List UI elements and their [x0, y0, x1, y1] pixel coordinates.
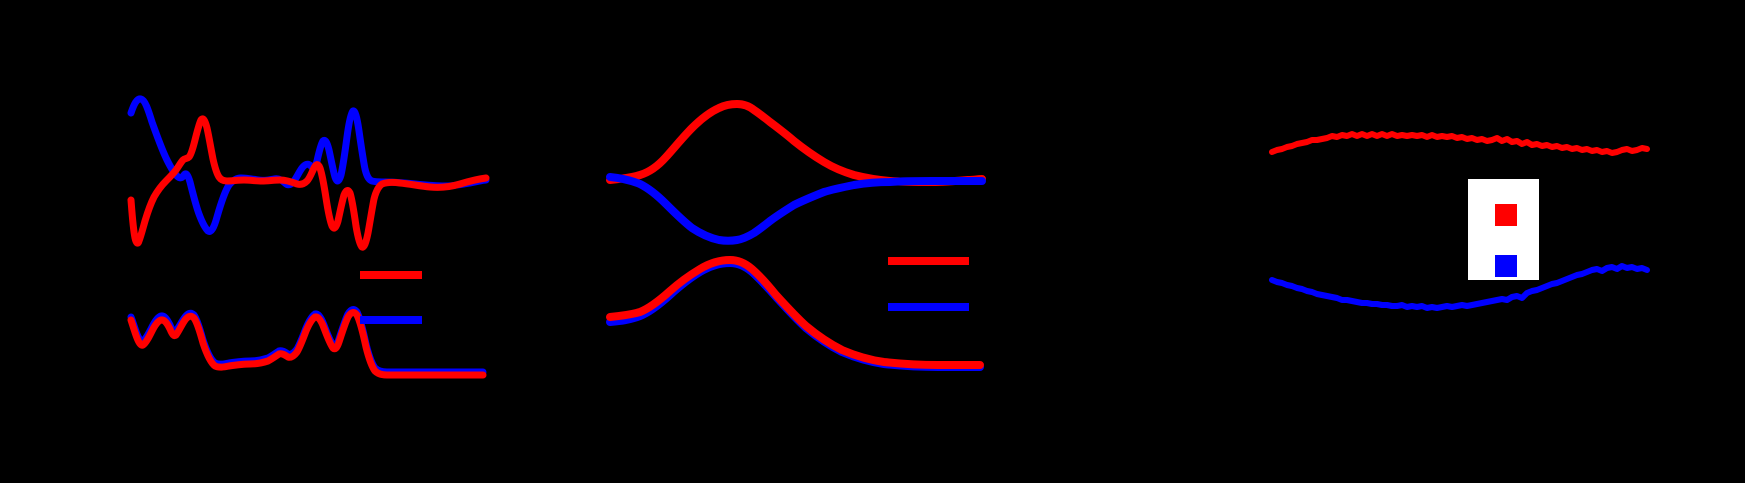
panel-2-svg — [606, 100, 986, 371]
panel-2-lower-red-curve — [606, 256, 984, 369]
panel-3-svg — [1269, 131, 1650, 311]
panel-2-upper-blue-curve — [606, 173, 986, 245]
plot-panel-1 — [0, 0, 582, 483]
panel-3-upper-red-curve — [1269, 131, 1650, 156]
panel-3-legend-red-swatch[interactable] — [1495, 204, 1517, 226]
panel-1-upper-blue-curve — [127, 95, 490, 235]
panel-3-legend-blue-swatch[interactable] — [1495, 255, 1517, 277]
panel-3-lower-blue-curve — [1269, 263, 1650, 311]
panel-1-svg — [127, 95, 490, 379]
panel-2-upper-red-curve — [606, 100, 986, 186]
panel-1-lower-red-curve — [127, 309, 487, 379]
plot-panel-2 — [582, 0, 1164, 483]
panel-1-upper-red-curve — [127, 115, 490, 251]
plot-panel-3 — [1164, 0, 1745, 483]
